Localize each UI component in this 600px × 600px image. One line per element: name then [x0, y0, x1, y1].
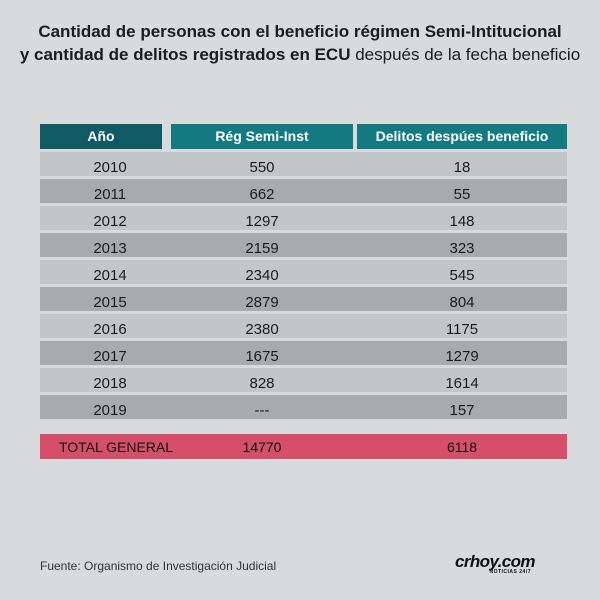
cell-delitos: 804 [449, 294, 475, 311]
cell-delitos: 55 [453, 186, 471, 203]
cell-reg: 662 [249, 186, 275, 203]
cell-year: 2011 [93, 186, 127, 203]
column-header-delitos: Delitos despúes beneficio [357, 124, 567, 149]
logo-tagline: NOTICIAS 24/7 [489, 569, 531, 575]
cell-year: 2017 [93, 348, 127, 365]
cell-delitos: 157 [449, 402, 475, 419]
total-reg: 14770 [242, 439, 282, 455]
cell-year: 2015 [93, 294, 127, 311]
logo-text: crhoy.com [455, 552, 536, 571]
cell-year: 2018 [93, 375, 127, 392]
table-row: 2019 --- 157 [40, 395, 567, 419]
column-header-year: Año [40, 124, 162, 149]
cell-year: 2010 [93, 159, 127, 176]
cell-reg: 1675 [245, 348, 279, 365]
column-header-reg-semi-inst: Rég Semi-Inst [171, 124, 353, 149]
source-note: Fuente: Organismo de Investigación Judic… [40, 559, 277, 573]
cell-delitos: 545 [449, 267, 475, 284]
cell-delitos: 18 [453, 159, 471, 176]
cell-year: 2014 [93, 267, 127, 284]
cell-delitos: 148 [449, 213, 475, 230]
total-row: TOTAL GENERAL 14770 6118 [40, 434, 567, 459]
title-line-2-light: después de la fecha beneficio [355, 45, 581, 64]
total-label: TOTAL GENERAL [58, 439, 174, 455]
cell-reg: 2159 [245, 240, 279, 257]
table-row: 2011 662 55 [40, 179, 567, 203]
cell-delitos: 1175 [445, 321, 479, 338]
cell-reg: 1297 [245, 213, 279, 230]
cell-reg: 828 [249, 375, 275, 392]
table-row: 2017 1675 1279 [40, 341, 567, 365]
cell-reg: 550 [249, 159, 275, 176]
cell-year: 2016 [93, 321, 127, 338]
cell-delitos: 1279 [445, 348, 479, 365]
table-row: 2015 2879 804 [40, 287, 567, 311]
table-body: 2010 550 18 2011 662 55 2012 1297 148 20… [40, 152, 567, 422]
table-row: 2012 1297 148 [40, 206, 567, 230]
infographic-title: Cantidad de personas con el beneficio ré… [0, 20, 600, 66]
cell-reg: 2340 [245, 267, 279, 284]
cell-year: 2012 [93, 213, 127, 230]
cell-reg: 2879 [245, 294, 279, 311]
cell-reg: 2380 [245, 321, 279, 338]
title-line-1: Cantidad de personas con el beneficio ré… [38, 22, 562, 41]
cell-delitos: 323 [449, 240, 475, 257]
table-row: 2018 828 1614 [40, 368, 567, 392]
total-delitos: 6118 [446, 439, 478, 455]
cell-delitos: 1614 [445, 375, 479, 392]
cell-year: 2013 [93, 240, 127, 257]
table-row: 2014 2340 545 [40, 260, 567, 284]
cell-reg: --- [254, 402, 270, 419]
cell-year: 2019 [93, 402, 127, 419]
table-row: 2010 550 18 [40, 152, 567, 176]
crhoy-logo: crhoy.com NOTICIAS 24/7 [455, 552, 536, 575]
title-line-2-bold: y cantidad de delitos registrados en ECU [19, 45, 351, 64]
table-row: 2013 2159 323 [40, 233, 567, 257]
title-line-2: y cantidad de delitos registrados en ECU… [0, 43, 600, 66]
table-row: 2016 2380 1175 [40, 314, 567, 338]
